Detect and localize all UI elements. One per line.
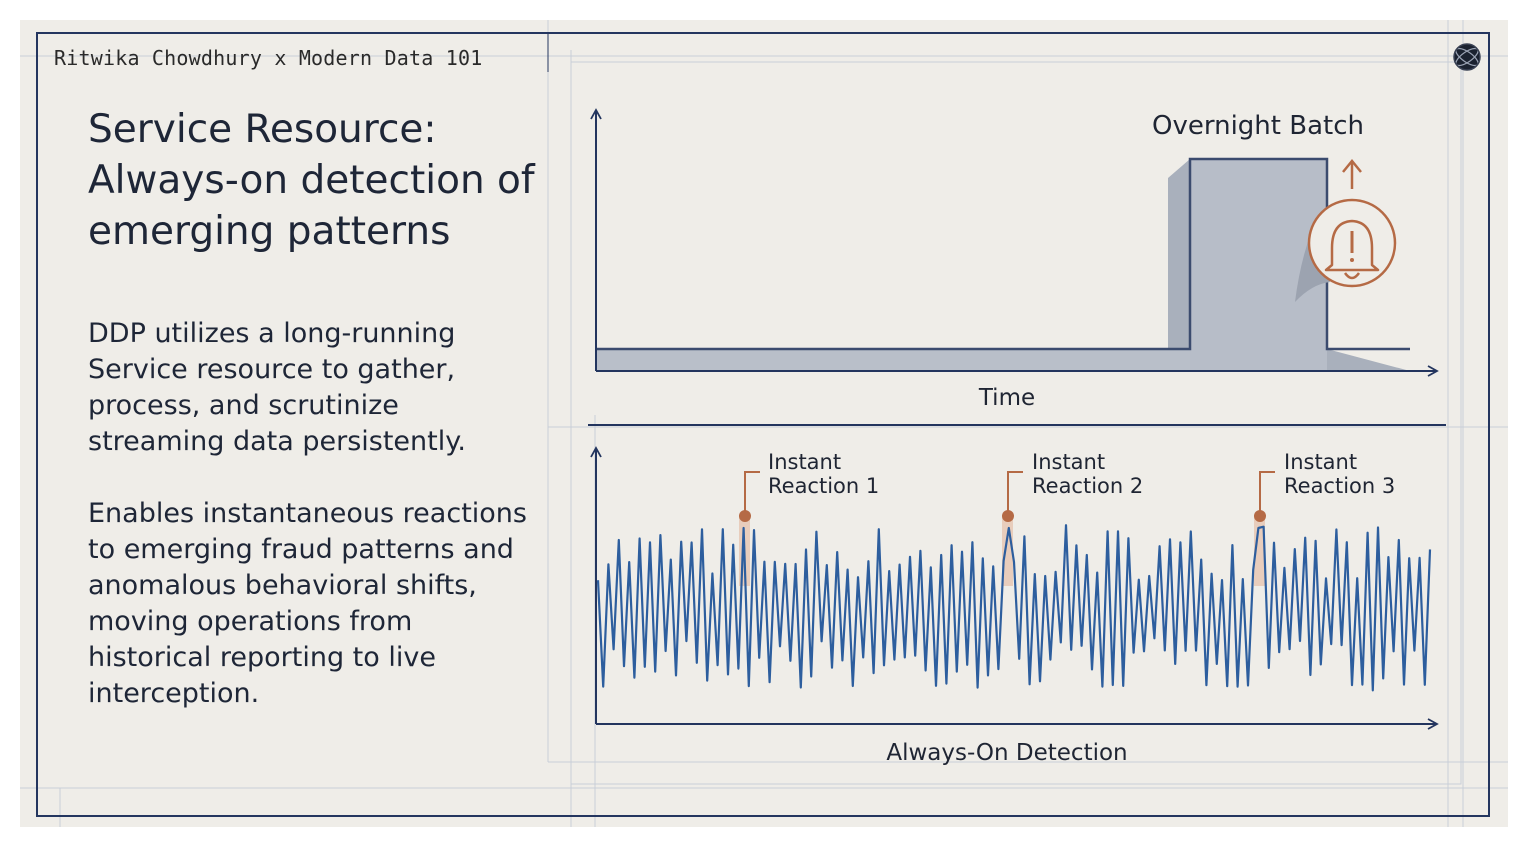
- streaming-signal-line: [596, 524, 1432, 692]
- always-on-panel: Instant Reaction 1 Instant Reaction 2 In…: [590, 446, 1439, 766]
- reaction-marker-1: Instant Reaction 1: [739, 450, 879, 522]
- description-paragraph-2: Enables instantaneous reactions to emerg…: [88, 498, 527, 709]
- batch-label: Overnight Batch: [1152, 111, 1364, 141]
- batch-panel: Overnight Batch Time: [588, 108, 1446, 426]
- slide: [20, 20, 1508, 827]
- reaction-label-1-line1: Instant: [768, 450, 841, 474]
- reaction-label-3-line2: Reaction 3: [1284, 474, 1395, 498]
- reaction-marker-2: Instant Reaction 2: [1002, 450, 1143, 522]
- batch-baseline-band: [597, 349, 1192, 371]
- reaction-label-2-line2: Reaction 2: [1032, 474, 1143, 498]
- page-title: Service Resource: Always-on detection of…: [88, 107, 535, 254]
- credit-text: Ritwika Chowdhury x Modern Data 101: [54, 46, 483, 70]
- bell-alert-icon: [1295, 159, 1397, 302]
- reaction-marker-3: Instant Reaction 3: [1254, 450, 1395, 522]
- reaction-highlight-3: [1254, 516, 1265, 586]
- signal-x-axis-label: Always-On Detection: [886, 740, 1127, 766]
- description-paragraph-1: DDP utilizes a long-running Service reso…: [88, 318, 466, 457]
- reaction-label-3-line1: Instant: [1284, 450, 1357, 474]
- batch-x-axis-label: Time: [978, 385, 1035, 411]
- batch-outline: [597, 157, 1410, 351]
- reaction-highlight-2: [1002, 516, 1013, 586]
- reaction-label-2-line1: Instant: [1032, 450, 1105, 474]
- reaction-label-1-line2: Reaction 1: [768, 474, 879, 498]
- globe-icon: [1453, 43, 1481, 71]
